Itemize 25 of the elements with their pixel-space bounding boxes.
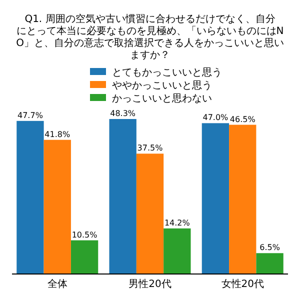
x-tick-label: 女性20代 — [221, 278, 264, 290]
bar — [16, 120, 44, 274]
bar — [256, 253, 284, 274]
bar — [44, 140, 71, 274]
bar — [109, 119, 136, 274]
data-label: 48.3% — [110, 109, 136, 118]
bar — [70, 240, 98, 274]
bar — [164, 228, 191, 274]
legend-label: かっこいいと思わない — [112, 94, 212, 104]
data-label: 46.5% — [230, 114, 256, 124]
bar — [136, 154, 164, 274]
data-label: 47.7% — [18, 110, 44, 120]
data-label: 6.5% — [260, 243, 280, 252]
bar — [229, 124, 256, 274]
data-label: 10.5% — [72, 230, 98, 240]
legend-label: ややかっこいいと思う — [112, 80, 212, 92]
data-label: 41.8% — [44, 130, 70, 139]
x-tick-label: 男性20代 — [128, 278, 172, 290]
chart-title: Q1. 周囲の空気や古い慣習に合わせるだけでなく、自分にとって本当に必要なものを見極め、「いらないものにはNO」と、自分の意志で取捨選択できる人をかっこいいと思いますか？ — [16, 13, 284, 61]
x-tick-label: 全体 — [47, 278, 68, 290]
data-label: 47.0% — [202, 113, 229, 122]
bar — [202, 123, 230, 274]
legend-label: とてもかっこいいと思う — [112, 68, 222, 78]
data-label: 37.5% — [137, 144, 164, 153]
data-label: 14.2% — [164, 218, 190, 228]
